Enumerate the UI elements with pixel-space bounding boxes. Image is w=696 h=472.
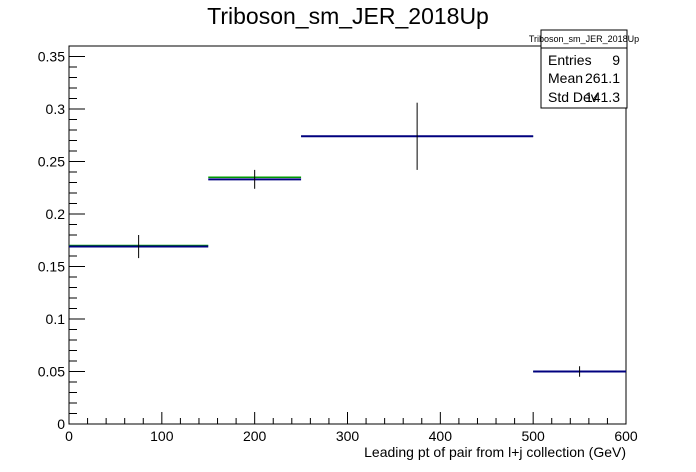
stats-entries-value: 9 — [612, 52, 620, 68]
y-tick-label: 0.35 — [38, 49, 65, 65]
axis-ticks: 0 100 200 300 400 500 600 0 0.05 0.1 0.15 0.2 0.25 0.… — [38, 45, 638, 444]
y-tick-label: 0.15 — [38, 259, 65, 275]
y-tick-label: 0.05 — [38, 364, 65, 380]
x-tick-label: 0 — [65, 428, 73, 444]
x-axis-label: Leading pt of pair from l+j collection (… — [364, 444, 626, 460]
stats-stddev-label: Std Dev — [548, 89, 598, 105]
stats-mean-label: Mean — [548, 70, 583, 86]
main-series — [69, 135, 626, 373]
x-tick-label: 600 — [614, 428, 638, 444]
x-tick-label: 100 — [150, 428, 174, 444]
stats-stddev-value: 141.3 — [585, 89, 620, 105]
stats-box-frame — [540, 29, 628, 109]
stats-box-title: Triboson_sm_JER_2018Up — [529, 34, 639, 44]
y-tick-label: 0.3 — [46, 101, 66, 117]
x-tick-label: 200 — [243, 428, 267, 444]
x-tick-label: 300 — [336, 428, 360, 444]
y-tick-label: 0.25 — [38, 154, 65, 170]
x-tick-label: 500 — [521, 428, 545, 444]
overlay-series — [69, 135, 626, 373]
y-tick-label: 0.2 — [46, 206, 66, 222]
stats-mean-value: 261.1 — [585, 70, 620, 86]
chart-title: Triboson_sm_JER_2018Up — [207, 3, 489, 29]
x-tick-label: 400 — [429, 428, 453, 444]
y-tick-label: 0 — [57, 416, 65, 432]
y-tick-label: 0.1 — [46, 311, 66, 327]
error-bars — [138, 102, 581, 377]
stats-entries-label: Entries — [548, 52, 592, 68]
stats-box: Triboson_sm_JER_2018Up Entries 9 Mean 26… — [529, 29, 639, 109]
